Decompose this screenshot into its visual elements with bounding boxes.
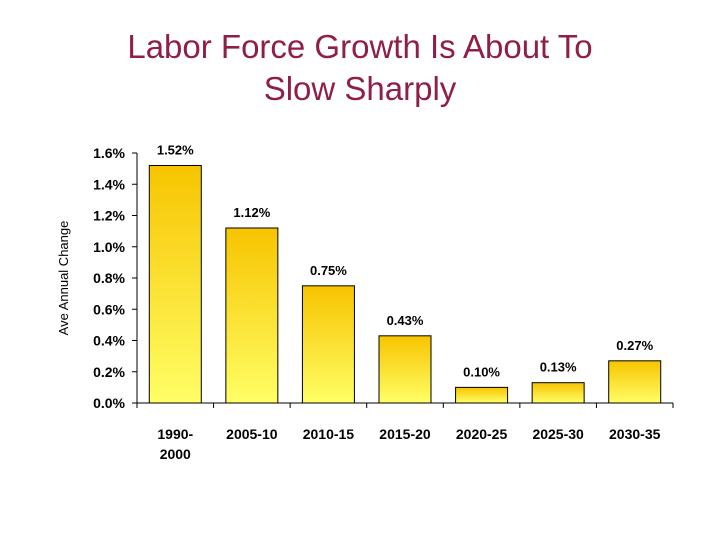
y-tick-label: 1.4% <box>93 176 125 192</box>
bar <box>378 335 432 404</box>
y-tick-label: 1.6% <box>93 145 125 161</box>
x-axis <box>136 402 674 408</box>
slide-title: Labor Force Growth Is About To Slow Shar… <box>60 26 660 110</box>
y-tick-label: 0.8% <box>93 270 125 286</box>
data-label: 1.52% <box>157 143 194 158</box>
category-label: 1990- <box>157 426 193 442</box>
category-label: 2015-20 <box>379 426 431 442</box>
data-labels: 1.52% 1.12% 0.75% 0.43% 0.10% 0.13% 0.27% <box>157 143 654 380</box>
bars <box>148 165 662 404</box>
y-tick-label: 1.0% <box>93 239 125 255</box>
y-tick-label: 0.0% <box>93 395 125 411</box>
y-tick-label: 0.6% <box>93 301 125 317</box>
y-tick-label: 1.2% <box>93 208 125 224</box>
category-label: 2020-25 <box>456 426 508 442</box>
bar <box>531 382 585 404</box>
data-label: 0.10% <box>463 364 500 379</box>
category-label: 2030-35 <box>609 426 661 442</box>
title-line-1: Labor Force Growth Is About To <box>127 28 593 65</box>
category-label: 2010-15 <box>303 426 355 442</box>
y-tick-label: 0.4% <box>93 333 125 349</box>
data-label: 0.13% <box>540 360 577 375</box>
data-label: 0.75% <box>310 263 347 278</box>
bar <box>608 360 662 404</box>
bar <box>301 285 355 404</box>
data-label: 0.27% <box>616 338 653 353</box>
category-labels: 1990- 2000 2005-10 2010-15 2015-20 2020-25 202… <box>157 426 660 462</box>
bar <box>455 386 509 404</box>
y-axis: 0.0% 0.2% 0.4% 0.6% 0.8% 1.0% 1.2% 1.4% 1.6% <box>93 145 138 411</box>
category-label: 2005-10 <box>226 426 278 442</box>
category-label: 2000 <box>160 446 191 462</box>
y-tick-label: 0.2% <box>93 364 125 380</box>
data-label: 0.43% <box>387 313 424 328</box>
bar <box>148 165 202 404</box>
data-label: 1.12% <box>233 205 270 220</box>
bar <box>225 227 279 404</box>
y-axis-title: Ave Annual Change <box>56 221 71 336</box>
category-label: 2025-30 <box>532 426 584 442</box>
title-line-2: Slow Sharply <box>263 70 457 107</box>
